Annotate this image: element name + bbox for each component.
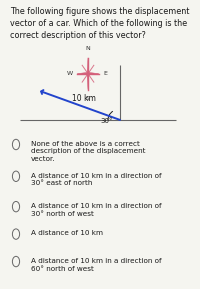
Text: None of the above is a correct
description of the displacement
vector.: None of the above is a correct descripti… xyxy=(31,141,146,162)
Text: N: N xyxy=(86,47,90,51)
Text: A distance of 10 km: A distance of 10 km xyxy=(31,230,103,236)
Polygon shape xyxy=(87,74,89,90)
Polygon shape xyxy=(88,72,99,75)
Text: E: E xyxy=(103,71,107,76)
Text: A distance of 10 km in a direction of
60° north of west: A distance of 10 km in a direction of 60… xyxy=(31,258,162,272)
Polygon shape xyxy=(87,58,89,74)
Text: 10 km: 10 km xyxy=(72,94,96,103)
Text: S: S xyxy=(86,96,90,101)
Text: The following figure shows the displacement
vector of a car. Which of the follow: The following figure shows the displacem… xyxy=(10,7,189,40)
Polygon shape xyxy=(77,72,88,75)
Text: A distance of 10 km in a direction of
30° north of west: A distance of 10 km in a direction of 30… xyxy=(31,203,162,217)
Text: W: W xyxy=(66,71,73,76)
Text: 30°: 30° xyxy=(100,118,112,125)
Text: A distance of 10 km in a direction of
30° east of north: A distance of 10 km in a direction of 30… xyxy=(31,173,162,186)
